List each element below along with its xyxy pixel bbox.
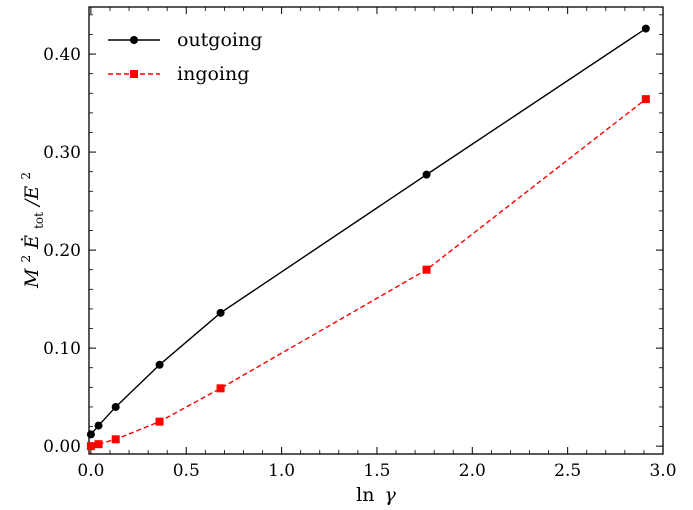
data-point-ingoing bbox=[155, 417, 164, 426]
y-tick-label: 0.00 bbox=[43, 437, 81, 457]
x-tick-label: 2.5 bbox=[554, 461, 581, 481]
y-axis-label: M 2 Ė tot /E 2 bbox=[13, 172, 48, 289]
series-layer bbox=[86, 24, 650, 451]
data-point-outgoing bbox=[422, 170, 431, 179]
x-tick-label: 1.0 bbox=[268, 461, 295, 481]
data-point-ingoing bbox=[422, 265, 431, 274]
data-point-outgoing bbox=[216, 308, 225, 317]
y-label-edot: Ė bbox=[20, 235, 43, 250]
data-point-outgoing bbox=[86, 430, 95, 439]
y-label-slash-e: /E bbox=[21, 186, 43, 208]
x-axis-label: ln γ bbox=[356, 484, 396, 506]
legend-marker-ingoing bbox=[130, 70, 138, 78]
data-point-ingoing bbox=[641, 95, 650, 104]
data-point-outgoing bbox=[94, 421, 103, 430]
data-point-ingoing bbox=[216, 384, 225, 393]
axis-ticks: 0.0 0.5 1.0 1.5 2.0 2.5 3.0 0.00 0.10 0.20 0.30 0.4… bbox=[43, 7, 677, 481]
legend-marker-outgoing bbox=[130, 36, 138, 44]
x-tick-label: 0.0 bbox=[77, 461, 104, 481]
y-label-exp1: 2 bbox=[19, 255, 33, 263]
x-tick-label: 2.0 bbox=[459, 461, 486, 481]
x-tick-label: 3.0 bbox=[649, 461, 676, 481]
legend-label-ingoing: ingoing bbox=[177, 63, 249, 85]
data-point-outgoing bbox=[111, 402, 120, 411]
y-tick-label: 0.40 bbox=[43, 45, 81, 65]
data-point-ingoing bbox=[94, 440, 103, 449]
x-axis-label-prefix: ln bbox=[356, 484, 374, 506]
data-point-ingoing bbox=[111, 435, 120, 444]
y-tick-label: 0.20 bbox=[43, 241, 81, 261]
y-tick-label: 0.10 bbox=[43, 339, 81, 359]
x-tick-label: 0.5 bbox=[173, 461, 200, 481]
data-point-ingoing bbox=[86, 442, 95, 451]
y-tick-label: 0.30 bbox=[43, 143, 81, 163]
y-label-exp2: 2 bbox=[19, 172, 33, 180]
x-axis-label-symbol: γ bbox=[385, 484, 397, 506]
x-tick-label: 1.5 bbox=[363, 461, 390, 481]
y-label-sub: tot bbox=[32, 212, 46, 229]
data-point-outgoing bbox=[155, 360, 164, 369]
legend: outgoing ingoing bbox=[108, 29, 262, 85]
legend-label-outgoing: outgoing bbox=[177, 29, 262, 51]
y-label-m: M bbox=[21, 268, 43, 289]
data-point-outgoing bbox=[641, 24, 650, 33]
